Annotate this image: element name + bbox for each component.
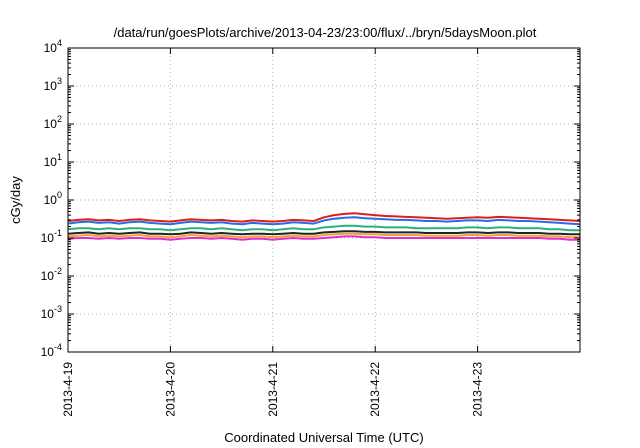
y-tick-label: 10-1	[41, 228, 62, 245]
y-tick-label: 103	[44, 76, 62, 93]
grid	[68, 48, 580, 352]
chart-title: /data/run/goesPlots/archive/2013-04-23/2…	[114, 25, 537, 40]
x-tick-label: 2013-4-23	[471, 362, 485, 417]
series-line-3	[67, 224, 580, 232]
series-line-5	[67, 232, 580, 239]
x-tick-label: 2013-4-19	[61, 362, 75, 417]
y-tick-label: 104	[44, 38, 62, 55]
y-tick-label: 10-2	[41, 266, 62, 283]
series-line-1	[67, 212, 581, 223]
x-tick-label: 2013-4-22	[368, 362, 382, 417]
y-tick-label: 102	[44, 114, 62, 131]
series-layer	[67, 212, 581, 241]
y-axis-label: cGy/day	[8, 176, 23, 224]
series-line-4	[67, 230, 580, 236]
y-tick-label: 101	[44, 152, 62, 169]
x-axis: 2013-4-19 2013-4-20 2013-4-21 2013-4-22 2013…	[61, 48, 485, 417]
y-axis: 10-4 10-3 10-2 10-1 100 101 102 103 104	[41, 38, 580, 359]
series-line-6	[67, 235, 580, 241]
y-tick-label: 10-4	[41, 342, 62, 359]
y-tick-label: 10-3	[41, 304, 62, 321]
y-tick-label: 100	[44, 190, 62, 207]
x-tick-label: 2013-4-21	[266, 362, 280, 417]
series-line-2	[67, 216, 581, 226]
x-axis-label: Coordinated Universal Time (UTC)	[224, 430, 423, 445]
x-tick-label: 2013-4-20	[163, 362, 177, 417]
